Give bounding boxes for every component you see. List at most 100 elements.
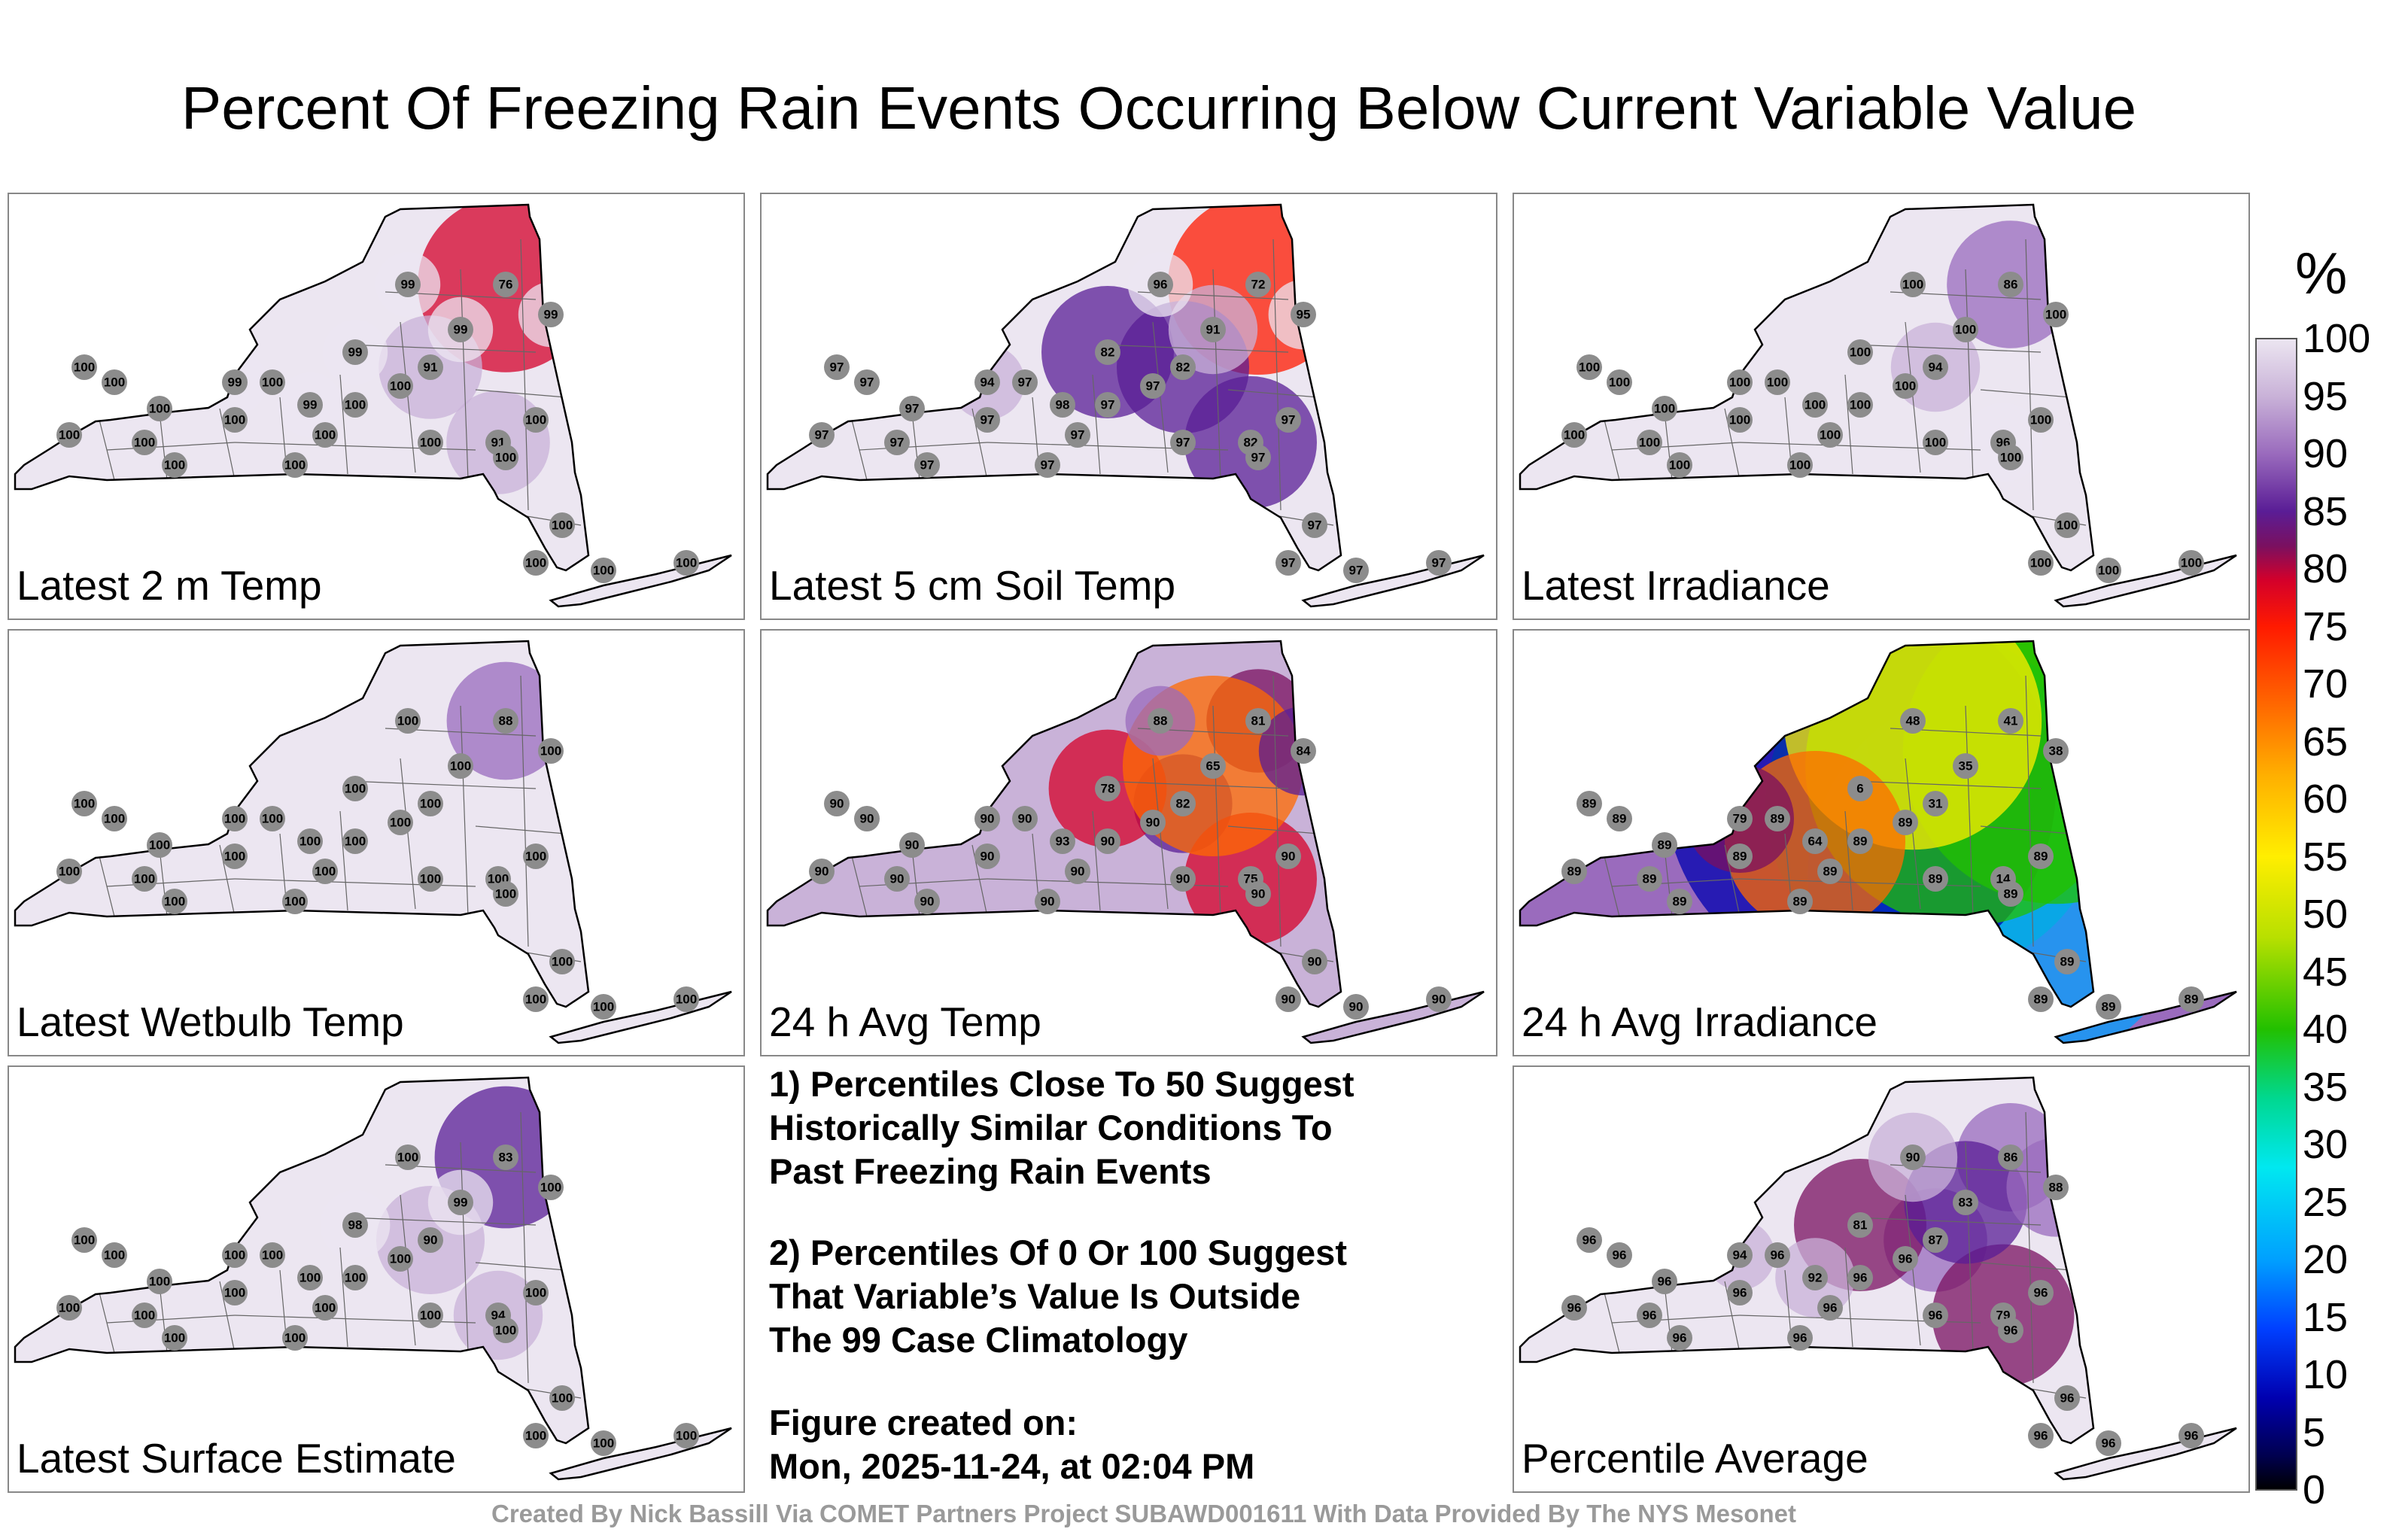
- svg-text:89: 89: [1733, 850, 1747, 864]
- svg-text:100: 100: [299, 1271, 321, 1285]
- station-marker: 100: [493, 445, 518, 470]
- svg-text:97: 97: [1041, 458, 1055, 473]
- svg-text:78: 78: [1101, 782, 1115, 796]
- svg-text:38: 38: [2049, 744, 2063, 758]
- station-marker: 100: [523, 550, 549, 576]
- station-marker: 99: [395, 272, 421, 297]
- svg-text:100: 100: [1729, 375, 1750, 390]
- station-marker: 100: [1923, 430, 1948, 455]
- station-marker: 90: [1065, 859, 1090, 884]
- colorbar-tick-label: 25: [2303, 1179, 2349, 1225]
- station-marker: 97: [1426, 550, 1452, 576]
- svg-text:100: 100: [1789, 458, 1811, 473]
- station-marker: 99: [297, 392, 323, 418]
- station-marker: 82: [1170, 354, 1196, 380]
- svg-text:97: 97: [815, 428, 829, 442]
- svg-text:89: 89: [1823, 865, 1838, 879]
- svg-text:97: 97: [890, 436, 905, 450]
- panel-latest-wetbulb-temp: 88 100 100 100 100 100 100 100 100 100 100 100 100 10…: [8, 629, 745, 1056]
- station-marker: 90: [1245, 881, 1271, 907]
- svg-text:96: 96: [2004, 1324, 2018, 1338]
- svg-text:100: 100: [2000, 451, 2021, 465]
- station-marker: 41: [1998, 708, 2023, 734]
- svg-text:100: 100: [345, 1271, 366, 1285]
- svg-text:100: 100: [284, 458, 306, 473]
- svg-text:90: 90: [860, 812, 874, 826]
- station-marker: 100: [312, 422, 338, 448]
- svg-text:100: 100: [299, 834, 321, 849]
- note-line: The 99 Case Climatology: [769, 1320, 1188, 1360]
- station-marker: 100: [1998, 445, 2023, 470]
- svg-text:100: 100: [525, 413, 546, 427]
- station-marker: 87: [1923, 1227, 1948, 1253]
- svg-text:100: 100: [390, 379, 411, 394]
- station-marker: 90: [899, 832, 925, 858]
- station-marker: 97: [1245, 445, 1271, 470]
- colorbar-tick-label: 45: [2303, 949, 2349, 995]
- station-marker: 100: [1765, 369, 1790, 395]
- svg-text:97: 97: [1071, 428, 1085, 442]
- colorbar-tick-label: 90: [2303, 431, 2349, 476]
- colorbar-tick-label: 80: [2303, 546, 2349, 591]
- svg-text:100: 100: [315, 1301, 336, 1315]
- svg-text:100: 100: [224, 850, 245, 864]
- state-outline: [14, 203, 590, 572]
- station-marker: 100: [2028, 550, 2054, 576]
- station-marker: 72: [1245, 272, 1271, 297]
- station-marker: 100: [147, 396, 172, 421]
- station-marker: 100: [2043, 302, 2069, 327]
- svg-text:48: 48: [1906, 714, 1920, 728]
- svg-text:65: 65: [1206, 759, 1221, 774]
- note-line: Past Freezing Rain Events: [769, 1151, 1212, 1191]
- svg-text:90: 90: [920, 895, 935, 909]
- svg-text:82: 82: [1176, 360, 1190, 375]
- svg-text:100: 100: [134, 436, 155, 450]
- panel-latest-irradiance: 86 94 96 100 100 100 100 100 100 100 100 100 100 100 1…: [1513, 193, 2250, 620]
- notes-block-1: 1) Percentiles Close To 50 Suggest Histo…: [769, 1062, 1354, 1193]
- long-island-outline: [1301, 990, 1485, 1044]
- svg-text:94: 94: [981, 375, 995, 390]
- station-marker: 90: [1140, 810, 1166, 835]
- station-marker: 100: [56, 1295, 82, 1321]
- svg-text:89: 89: [1853, 834, 1868, 849]
- svg-text:100: 100: [525, 992, 546, 1007]
- station-marker: 100: [1847, 392, 1873, 418]
- station-marker: 100: [523, 986, 549, 1012]
- colorbar-tick-label: 100: [2303, 316, 2371, 361]
- svg-text:100: 100: [149, 1275, 170, 1289]
- station-marker: 89: [2028, 843, 2054, 869]
- station-marker: 89: [1667, 889, 1692, 914]
- svg-text:100: 100: [1669, 458, 1690, 473]
- station-marker: 98: [1050, 392, 1075, 418]
- station-marker: 97: [1275, 407, 1301, 433]
- station-marker: 96: [2054, 1385, 2080, 1411]
- svg-text:96: 96: [2060, 1391, 2075, 1406]
- svg-text:100: 100: [525, 556, 546, 570]
- colorbar-tick-label: 20: [2303, 1237, 2349, 1282]
- svg-text:93: 93: [1056, 834, 1070, 849]
- state-map: 88 100 100 100 100 100 100 100 100 100 100 100 100 10…: [14, 640, 732, 1044]
- created-date: Mon, 2025-11-24, at 02:04 PM: [769, 1446, 1255, 1486]
- svg-text:88: 88: [499, 714, 513, 728]
- station-marker: 100: [297, 1265, 323, 1290]
- colorbar-tick-label: 70: [2303, 661, 2349, 707]
- station-marker: 100: [260, 369, 285, 395]
- station-marker: 100: [523, 1280, 549, 1306]
- svg-text:82: 82: [1176, 797, 1190, 811]
- station-marker: 65: [1200, 753, 1226, 779]
- svg-text:90: 90: [1041, 895, 1055, 909]
- station-marker: 90: [974, 843, 1000, 869]
- station-marker: 100: [282, 1325, 308, 1351]
- svg-text:100: 100: [134, 1309, 155, 1323]
- station-marker: 89: [1727, 843, 1753, 869]
- station-marker: 90: [974, 806, 1000, 831]
- svg-text:91: 91: [1206, 323, 1221, 337]
- svg-text:100: 100: [284, 1331, 306, 1345]
- svg-text:90: 90: [905, 838, 920, 853]
- svg-text:96: 96: [1771, 1248, 1785, 1263]
- station-marker: 91: [418, 354, 443, 380]
- svg-text:100: 100: [593, 564, 614, 578]
- svg-text:88: 88: [1154, 714, 1168, 728]
- colorbar-tick-label: 5: [2303, 1409, 2326, 1455]
